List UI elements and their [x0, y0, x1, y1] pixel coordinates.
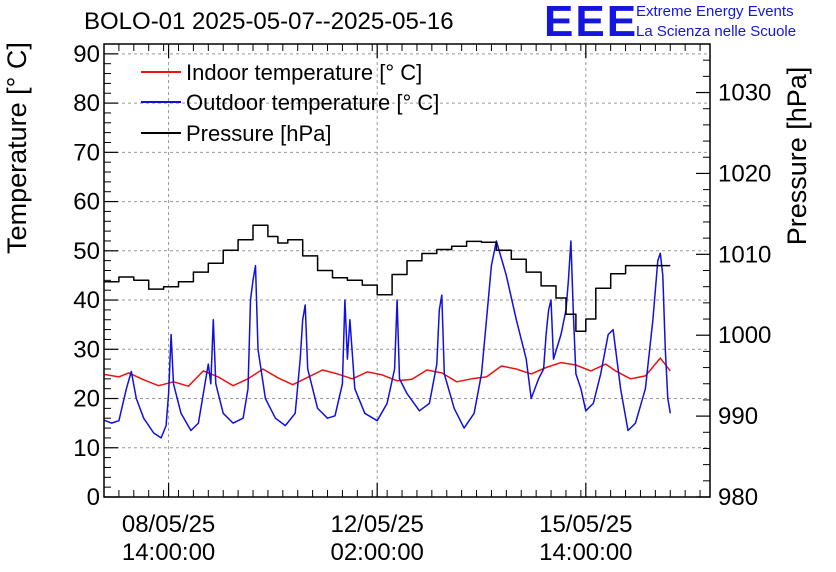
eee-logo-line2: La Scienza nelle Scuole	[636, 23, 797, 40]
y-tick-label: 50	[73, 238, 100, 265]
y2-tick-label: 1000	[718, 322, 771, 349]
y2-tick-label: 1030	[718, 80, 771, 107]
y-tick-label: 20	[73, 386, 100, 413]
y-tick-label: 60	[73, 189, 100, 216]
y-tick-label: 30	[73, 336, 100, 363]
indoor-temperature-line	[103, 357, 671, 387]
y2-tick-label: 990	[718, 403, 758, 430]
grid	[104, 44, 710, 497]
y-tick-label: 40	[73, 287, 100, 314]
x-tick-label-time: 14:00:00	[122, 539, 215, 566]
y2-tick-label: 980	[718, 484, 758, 511]
y2-tick-label: 1020	[718, 160, 771, 187]
legend-label-outdoor: Outdoor temperature [° C]	[186, 90, 439, 115]
axes: 0102030405060708090980990100010101020103…	[73, 41, 771, 566]
y-tick-label: 90	[73, 41, 100, 68]
x-tick-label-date: 12/05/25	[330, 511, 423, 538]
y-tick-label: 0	[87, 484, 100, 511]
eee-logo-line1: Extreme Energy Events	[636, 3, 794, 20]
x-tick-label-time: 02:00:00	[330, 539, 423, 566]
y2-tick-label: 1010	[718, 241, 771, 268]
eee-logo: EEE	[544, 0, 639, 46]
legend-label-pressure: Pressure [hPa]	[186, 121, 332, 146]
pressure-line	[104, 224, 671, 332]
x-tick-label-date: 08/05/25	[122, 511, 215, 538]
x-tick-label-time: 14:00:00	[539, 539, 632, 566]
x-tick-label-date: 15/05/25	[539, 511, 632, 538]
series-layer	[103, 224, 672, 439]
y-tick-label: 10	[73, 435, 100, 462]
outdoor-temperature-line	[103, 240, 672, 439]
legend: Indoor temperature [° C] Outdoor tempera…	[141, 60, 439, 146]
y-tick-label: 70	[73, 139, 100, 166]
legend-label-indoor: Indoor temperature [° C]	[186, 60, 422, 85]
right-axis-label: Pressure [hPa]	[782, 67, 812, 246]
y-tick-label: 80	[73, 90, 100, 117]
chart-title: BOLO-01 2025-05-07--2025-05-16	[84, 8, 454, 35]
left-axis-label: Temperature [° C]	[2, 42, 32, 254]
